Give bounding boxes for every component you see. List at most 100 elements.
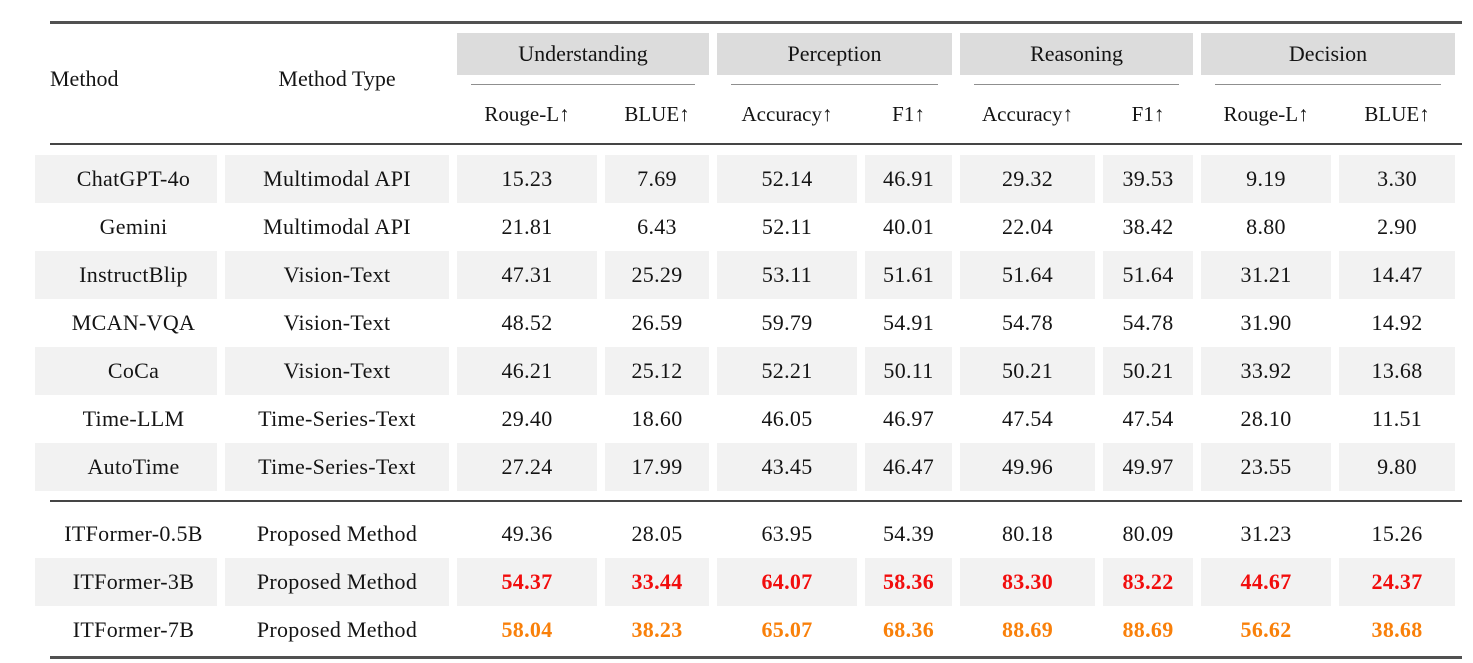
metric-header: F1↑ [1131,102,1165,126]
cell-method: ITFormer-3B [35,558,217,606]
table-row-autotime: AutoTime Time-Series-Text 27.24 17.99 43.45 4… [35,443,1456,491]
cell-value: 49.97 [1103,443,1194,491]
cell-value: 58.36 [865,558,952,606]
group-band: Reasoning [960,33,1194,75]
cell-value: 83.30 [960,558,1095,606]
cell-value: 17.99 [605,443,709,491]
cell-value: 88.69 [1122,617,1174,642]
cell-value: 28.05 [631,521,683,546]
cell-value: 51.64 [1103,251,1194,299]
cell-method-type: Vision-Text [283,310,391,335]
metric-header: BLUE↑ [1364,102,1430,126]
cell-method: MCAN-VQA [71,310,196,335]
cell-method-type: Time-Series-Text [258,406,416,431]
cell-value: 68.36 [883,617,934,642]
bottom-rule [50,656,1462,659]
cell-value: 13.68 [1339,347,1456,395]
cell-method: AutoTime [35,443,217,491]
cell-method: Time-LLM [82,406,185,431]
cell-value: 28.10 [1240,406,1292,431]
cell-value: 54.37 [457,558,597,606]
metric-header: Accuracy↑ [982,102,1073,126]
cell-value: 48.52 [501,310,553,335]
cell-method-type: Multimodal API [225,155,449,203]
cell-value: 64.07 [717,558,857,606]
top-rule [50,21,1462,24]
group-header-decision: Decision [1201,33,1456,85]
cell-method: InstructBlip [35,251,217,299]
table-row-chatgpt-4o: ChatGPT-4o Multimodal API 15.23 7.69 52.14 46… [35,155,1456,203]
cell-value: 49.96 [960,443,1095,491]
group-band: Understanding [457,33,709,75]
cell-method-type: Time-Series-Text [225,443,449,491]
metric-header: Rouge-L↑ [484,102,570,126]
cell-method: ITFormer-7B [72,617,195,642]
header-row-groups: Method Method Type Understanding Perception… [35,33,1456,91]
cell-value: 14.47 [1339,251,1456,299]
cell-value: 9.80 [1339,443,1456,491]
group-header-understanding: Understanding [457,33,709,85]
cell-value: 50.21 [1103,347,1194,395]
cell-value: 24.37 [1339,558,1456,606]
cell-value: 2.90 [1377,214,1417,239]
cell-value: 38.68 [1371,617,1423,642]
cell-value: 22.04 [1002,214,1053,239]
cell-method-type: Proposed Method [256,521,418,546]
col-header-method: Method [50,65,119,91]
cell-value: 31.21 [1201,251,1332,299]
cell-value: 29.32 [960,155,1095,203]
cell-value: 11.51 [1371,406,1423,431]
cell-value: 47.31 [457,251,597,299]
table-head: Method Method Type Understanding Perception… [35,33,1456,144]
cell-value: 46.05 [761,406,813,431]
cell-value: 47.54 [1122,406,1174,431]
cell-value: 80.09 [1122,521,1174,546]
group-cmidrule [1215,84,1442,85]
cell-value: 56.62 [1240,617,1292,642]
cell-value: 54.78 [1002,310,1053,335]
cell-value: 54.91 [883,310,934,335]
cell-value: 39.53 [1103,155,1194,203]
cell-value: 54.78 [1122,310,1174,335]
cell-value: 25.12 [605,347,709,395]
cell-value: 40.01 [883,214,934,239]
results-table: Method Method Type Understanding Perception… [27,33,1463,654]
cell-value: 43.45 [717,443,857,491]
results-table-container: Method Method Type Understanding Perception… [27,0,1463,663]
cell-method: ITFormer-0.5B [64,521,203,546]
cell-value: 15.26 [1371,521,1423,546]
cell-value: 52.14 [717,155,857,203]
cell-value: 46.97 [883,406,934,431]
cell-value: 7.69 [605,155,709,203]
cell-value: 14.92 [1371,310,1423,335]
cell-value: 38.23 [631,617,683,642]
table-row-mcan-vqa: MCAN-VQA Vision-Text 48.52 26.59 59.79 54.91 5… [35,299,1455,347]
table-row-coca: CoCa Vision-Text 46.21 25.12 52.21 50.11 50.21… [35,347,1456,395]
spacer-row [35,144,1455,155]
cell-value: 54.39 [883,521,934,546]
table-row-itformer-3b: ITFormer-3B Proposed Method 54.37 33.44 64.0… [35,558,1456,606]
cell-value: 46.91 [865,155,952,203]
header-row-metrics: Rouge-L↑ BLUE↑ Accuracy↑ F1↑ Accuracy↑ F1↑ Rou… [35,85,1455,144]
cell-value: 15.23 [457,155,597,203]
cell-value: 63.95 [761,521,813,546]
cell-method-type: Vision-Text [225,347,449,395]
cell-method-type: Multimodal API [263,214,411,239]
cell-method-type: Proposed Method [256,617,418,642]
metric-header: Rouge-L↑ [1223,102,1309,126]
cell-method-type: Vision-Text [225,251,449,299]
cell-value: 3.30 [1339,155,1456,203]
cell-value: 38.42 [1122,214,1174,239]
cell-value: 65.07 [761,617,813,642]
cell-value: 52.21 [717,347,857,395]
cell-value: 47.54 [1002,406,1053,431]
cell-value: 51.64 [960,251,1095,299]
cell-value: 25.29 [605,251,709,299]
cell-value: 80.18 [1002,521,1053,546]
group-header-perception: Perception [717,33,952,85]
cell-method-type: Proposed Method [225,558,449,606]
cell-value: 46.47 [865,443,952,491]
spacer-cell [35,144,1455,155]
cell-value: 51.61 [865,251,952,299]
cell-value: 53.11 [717,251,857,299]
